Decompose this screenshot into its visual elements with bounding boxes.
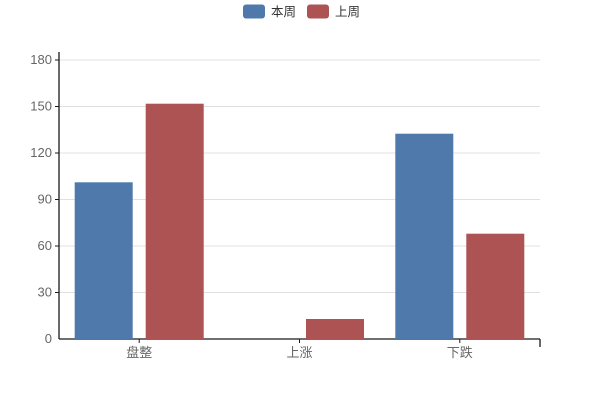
svg-text:180: 180	[30, 52, 52, 67]
svg-text:本周: 本周	[271, 5, 296, 19]
svg-text:上周: 上周	[335, 5, 360, 19]
svg-text:上涨: 上涨	[286, 345, 312, 360]
svg-text:150: 150	[30, 99, 52, 114]
svg-text:盘整: 盘整	[126, 345, 152, 360]
svg-text:120: 120	[30, 145, 52, 160]
svg-text:60: 60	[38, 238, 52, 253]
svg-text:下跌: 下跌	[447, 345, 473, 360]
svg-text:90: 90	[38, 192, 52, 207]
svg-text:0: 0	[45, 331, 52, 346]
svg-text:30: 30	[38, 285, 52, 300]
